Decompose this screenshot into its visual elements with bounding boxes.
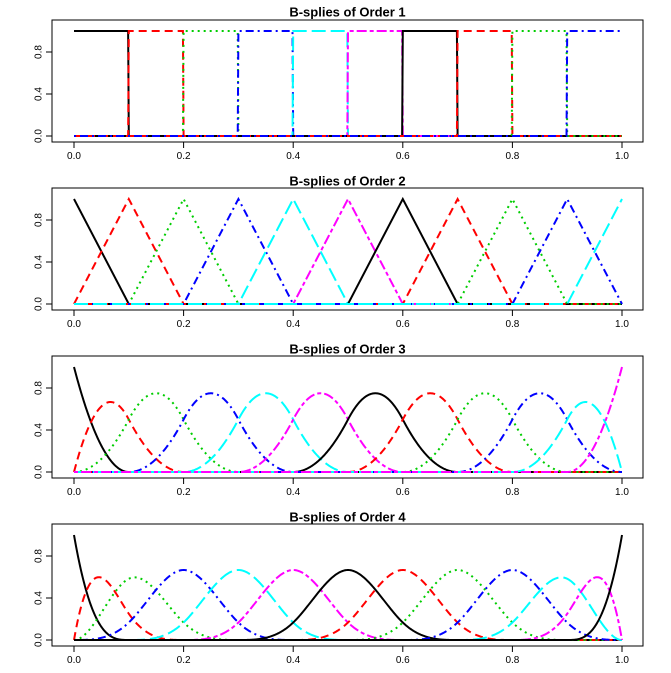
x-tick-label: 0.0	[67, 487, 81, 498]
y-tick-label: 0.4	[34, 255, 45, 269]
x-tick-label: 0.2	[177, 151, 191, 162]
y-axis: 0.0 0.4 0.8	[34, 45, 53, 143]
y-tick-label: 0.8	[34, 45, 45, 59]
y-tick-label: 0.4	[34, 591, 45, 605]
curves	[74, 30, 622, 137]
x-tick-label: 0.4	[286, 319, 300, 330]
panel-title: B-splies of Order 4	[289, 509, 406, 524]
basis-curve-2	[73, 196, 622, 305]
basis-curve-13	[74, 534, 623, 641]
panel-title: B-splies of Order 2	[289, 173, 405, 188]
x-tick-label: 0.8	[505, 319, 519, 330]
x-tick-label: 0.6	[396, 319, 410, 330]
basis-curve-4	[74, 568, 622, 641]
y-tick-label: 0.0	[34, 633, 45, 647]
y-tick-label: 0.0	[34, 465, 45, 479]
basis-curve-6	[74, 568, 622, 641]
panel-order-3: B-splies of Order 30.0 0.2 0.4 0.6 0.8 1.00.0…	[34, 341, 644, 498]
basis-curve-10	[74, 568, 622, 641]
x-tick-label: 0.8	[505, 151, 519, 162]
x-tick-label: 0.6	[396, 655, 410, 666]
basis-curve-7	[74, 568, 622, 641]
y-tick-label: 0.4	[34, 423, 45, 437]
basis-curve-9	[74, 568, 622, 641]
panel-title: B-splies of Order 3	[289, 341, 405, 356]
x-tick-label: 0.6	[396, 151, 410, 162]
x-tick-label: 0.4	[286, 655, 300, 666]
x-tick-label: 0.0	[67, 319, 81, 330]
x-tick-label: 1.0	[615, 319, 629, 330]
y-tick-label: 0.8	[34, 381, 45, 395]
y-tick-label: 0.8	[34, 213, 45, 227]
x-tick-label: 0.2	[177, 319, 191, 330]
basis-curve-3	[73, 576, 622, 641]
basis-curve-10	[74, 30, 622, 137]
basis-curve-1	[73, 534, 622, 641]
x-tick-label: 1.0	[615, 151, 629, 162]
y-axis: 0.0 0.4 0.8	[34, 381, 53, 479]
basis-curve-5	[74, 568, 622, 641]
basis-curve-12	[74, 576, 623, 641]
panel-title: B-splies of Order 1	[289, 4, 405, 19]
basis-curve-2	[73, 576, 622, 641]
x-tick-label: 0.4	[286, 487, 300, 498]
basis-curve-10	[74, 196, 623, 305]
panel-order-2: B-splies of Order 20.0 0.2 0.4 0.6 0.8 1.00.0…	[34, 173, 644, 330]
y-axis: 0.0 0.4 0.8	[34, 213, 53, 311]
x-tick-label: 0.2	[177, 487, 191, 498]
y-tick-label: 0.0	[34, 297, 45, 311]
basis-curve-12	[74, 366, 623, 473]
x-tick-label: 0.8	[505, 655, 519, 666]
x-tick-label: 1.0	[615, 487, 629, 498]
panel-order-4: B-splies of Order 40.0 0.2 0.4 0.6 0.8 1.00.0…	[34, 509, 644, 666]
basis-curve-11	[74, 400, 623, 473]
y-axis: 0.0 0.4 0.8	[34, 549, 53, 647]
basis-curve-11	[74, 198, 623, 305]
x-tick-label: 0.0	[67, 151, 81, 162]
x-tick-label: 0.6	[396, 487, 410, 498]
x-tick-label: 0.0	[67, 655, 81, 666]
y-tick-label: 0.4	[34, 87, 45, 101]
x-axis: 0.0 0.2 0.4 0.6 0.8 1.0	[67, 477, 629, 498]
plot-frame	[51, 187, 644, 311]
y-tick-label: 0.8	[34, 549, 45, 563]
basis-curve-11	[74, 576, 623, 641]
curves	[73, 366, 623, 473]
x-axis: 0.0 0.2 0.4 0.6 0.8 1.0	[67, 645, 629, 666]
x-axis: 0.0 0.2 0.4 0.6 0.8 1.0	[67, 141, 629, 162]
x-tick-label: 1.0	[615, 655, 629, 666]
curves	[73, 534, 623, 641]
panel-order-1: B-splies of Order 10.0 0.2 0.4 0.6 0.8 1.00.0…	[34, 4, 644, 162]
x-tick-label: 0.2	[177, 655, 191, 666]
y-tick-label: 0.0	[34, 129, 45, 143]
x-tick-label: 0.8	[505, 487, 519, 498]
basis-curve-8	[74, 568, 622, 641]
curves	[73, 196, 623, 305]
x-tick-label: 0.4	[286, 151, 300, 162]
basis-curve-2	[73, 400, 622, 473]
x-axis: 0.0 0.2 0.4 0.6 0.8 1.0	[67, 309, 629, 330]
